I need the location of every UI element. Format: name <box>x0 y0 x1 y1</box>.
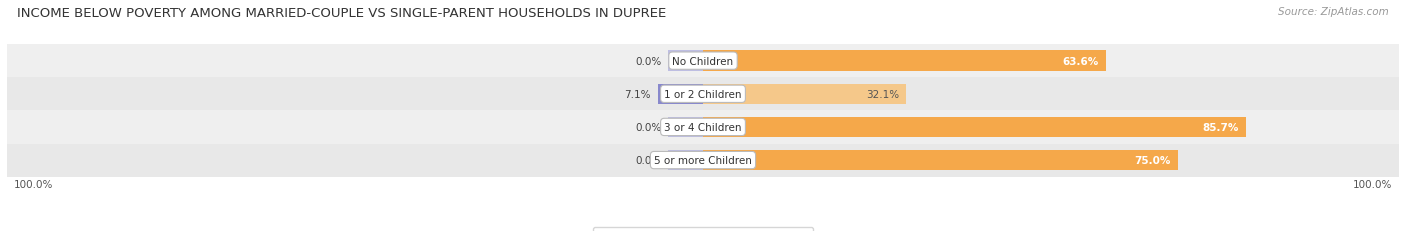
Bar <box>668 117 703 138</box>
Text: No Children: No Children <box>672 56 734 66</box>
Text: 32.1%: 32.1% <box>866 89 900 99</box>
Text: 85.7%: 85.7% <box>1202 122 1239 132</box>
Bar <box>7 144 1399 177</box>
Legend: Married Couples, Single Parents: Married Couples, Single Parents <box>593 227 813 231</box>
Text: 1 or 2 Children: 1 or 2 Children <box>664 89 742 99</box>
Bar <box>703 84 907 105</box>
Text: 0.0%: 0.0% <box>636 56 661 66</box>
Text: 100.0%: 100.0% <box>14 179 53 189</box>
Bar <box>703 117 1246 138</box>
Text: 0.0%: 0.0% <box>636 155 661 165</box>
Bar <box>668 150 703 171</box>
Bar <box>703 51 1105 72</box>
Bar <box>7 45 1399 78</box>
Text: 7.1%: 7.1% <box>624 89 651 99</box>
Text: Source: ZipAtlas.com: Source: ZipAtlas.com <box>1278 7 1389 17</box>
Text: 75.0%: 75.0% <box>1135 155 1171 165</box>
Bar <box>7 78 1399 111</box>
Text: INCOME BELOW POVERTY AMONG MARRIED-COUPLE VS SINGLE-PARENT HOUSEHOLDS IN DUPREE: INCOME BELOW POVERTY AMONG MARRIED-COUPL… <box>17 7 666 20</box>
Text: 63.6%: 63.6% <box>1063 56 1099 66</box>
Text: 100.0%: 100.0% <box>1353 179 1392 189</box>
Text: 0.0%: 0.0% <box>636 122 661 132</box>
Bar <box>7 111 1399 144</box>
Text: 5 or more Children: 5 or more Children <box>654 155 752 165</box>
Bar <box>668 51 703 72</box>
Bar <box>658 84 703 105</box>
Text: 3 or 4 Children: 3 or 4 Children <box>664 122 742 132</box>
Bar <box>703 150 1178 171</box>
